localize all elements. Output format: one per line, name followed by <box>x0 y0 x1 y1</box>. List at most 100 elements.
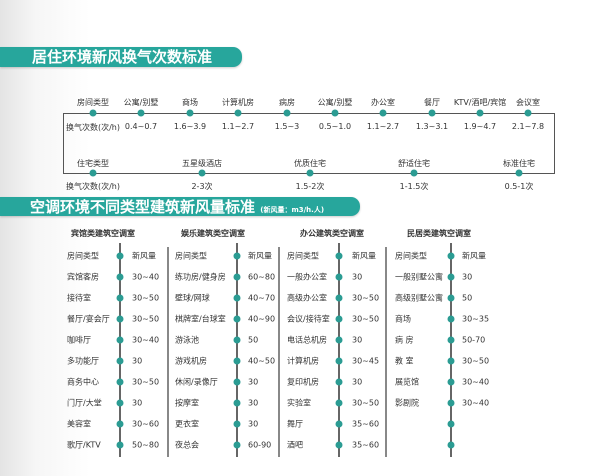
fresh-air-value: 40~90 <box>248 314 276 324</box>
row-dot <box>233 294 241 302</box>
room-type: 高级别墅公寓 <box>395 293 443 303</box>
fresh-air-value: 35~60 <box>352 419 380 429</box>
fresh-air-value: 50-70 <box>462 335 486 345</box>
row-dot <box>116 357 124 365</box>
fresh-air-value: 30~40 <box>462 398 490 408</box>
section1-title-bar: 居住环境新风换气次数标准 <box>0 47 242 67</box>
fresh-air-value: 30 <box>352 335 363 345</box>
row-dot <box>233 399 241 407</box>
row-dot <box>116 273 124 281</box>
row-dot <box>447 420 455 428</box>
row2-header-value: 换气次数(次/h) <box>65 182 121 191</box>
row1-ach-value: 1.3~3.1 <box>415 122 449 131</box>
row-dot <box>233 252 241 260</box>
row1-room-label: 餐厅 <box>424 98 440 107</box>
room-type: 按摩室 <box>175 398 199 408</box>
row1-ach-value: 1.9~4.7 <box>463 122 497 131</box>
room-type: 病 房 <box>395 335 414 345</box>
column-axis-line <box>338 243 340 457</box>
row-dot <box>116 399 124 407</box>
room-type: 咖啡厅 <box>67 335 91 345</box>
room-type: 游戏机房 <box>175 356 207 366</box>
row2-house-label: 舒适住宅 <box>398 159 430 168</box>
row-dot <box>335 252 343 260</box>
room-type: 一般办公室 <box>287 272 327 282</box>
fresh-air-value: 30 <box>248 377 259 387</box>
row1-dot <box>283 109 291 117</box>
room-type: 游泳池 <box>175 335 199 345</box>
row1-dot <box>234 109 242 117</box>
fresh-air-value: 30 <box>248 419 259 429</box>
room-type: 实验室 <box>287 398 311 408</box>
room-type: 展览馆 <box>395 377 419 387</box>
fresh-air-value: 30 <box>352 377 363 387</box>
room-type: 门厅/大堂 <box>67 398 102 408</box>
column-separator <box>385 247 387 457</box>
row1-header-dot <box>89 109 97 117</box>
row-dot <box>233 357 241 365</box>
row-dot <box>116 315 124 323</box>
row2-house-label: 优质住宅 <box>294 159 326 168</box>
fresh-air-value: 30~50 <box>352 314 380 324</box>
column-title: 民居类建筑空调室 <box>407 229 471 238</box>
row-dot <box>233 420 241 428</box>
row1-room-label: 公寓/别墅 <box>123 98 159 107</box>
room-type: 宾馆客房 <box>67 272 99 282</box>
fresh-air-value: 新风量 <box>248 251 272 261</box>
row-dot <box>335 336 343 344</box>
row-dot <box>116 441 124 449</box>
fresh-air-value: 50 <box>248 335 259 345</box>
fresh-air-value: 30~50 <box>462 356 490 366</box>
row-dot <box>116 294 124 302</box>
row-dot <box>335 357 343 365</box>
row-dot <box>116 252 124 260</box>
row2-dot <box>515 169 523 177</box>
row-dot <box>447 315 455 323</box>
fresh-air-value: 30 <box>132 398 143 408</box>
room-type: 酒吧 <box>287 440 303 450</box>
row2-header-label: 住宅类型 <box>77 159 109 168</box>
row-dot <box>447 441 455 449</box>
row-dot <box>335 420 343 428</box>
row1-room-label: 公寓/别墅 <box>317 98 353 107</box>
fresh-air-value: 30~50 <box>352 293 380 303</box>
row-dot <box>447 357 455 365</box>
row-dot <box>447 273 455 281</box>
fresh-air-value: 30 <box>248 398 259 408</box>
row-dot <box>233 441 241 449</box>
row2-ach-value: 2-3次 <box>191 182 213 191</box>
row-dot <box>116 378 124 386</box>
room-type: 房间类型 <box>287 251 319 261</box>
row-dot <box>233 273 241 281</box>
column-axis-line <box>450 243 452 457</box>
row2-ach-value: 0.5-1次 <box>504 182 534 191</box>
row-dot <box>233 378 241 386</box>
room-type: 商场 <box>395 314 411 324</box>
section2-title: 空调环境不同类型建筑新风量标准 <box>30 198 256 216</box>
room-type: 高级办公室 <box>287 293 327 303</box>
row2-house-label: 标准住宅 <box>503 159 535 168</box>
row1-ach-value: 2.1~7.8 <box>511 122 545 131</box>
row1-header-label: 房间类型 <box>77 98 109 107</box>
column-title: 办公建筑类空调室 <box>300 229 364 238</box>
section2-unit: (新风量：m3/h.人) <box>260 206 325 214</box>
row-dot <box>335 273 343 281</box>
row1-dot <box>379 109 387 117</box>
fresh-air-value: 30~40 <box>132 272 160 282</box>
fresh-air-value: 30~40 <box>462 377 490 387</box>
fresh-air-value: 30~35 <box>462 314 490 324</box>
row-dot <box>447 399 455 407</box>
fresh-air-value: 新风量 <box>132 251 156 261</box>
room-type: 多功能厅 <box>67 356 99 366</box>
row2-dot <box>198 169 206 177</box>
row1-ach-value: 1.6~3.9 <box>173 122 207 131</box>
row1-ach-value: 0.4~0.7 <box>124 122 158 131</box>
fresh-air-value: 30~50 <box>132 377 160 387</box>
room-type: 计算机房 <box>287 356 319 366</box>
row1-ach-value: 1.1~2.7 <box>221 122 255 131</box>
section1-title: 居住环境新风换气次数标准 <box>32 48 213 66</box>
fresh-air-value: 30 <box>352 272 363 282</box>
row-dot <box>335 441 343 449</box>
row1-ach-value: 1.1~2.7 <box>366 122 400 131</box>
row1-room-label: KTV/酒吧/宾馆 <box>453 98 507 107</box>
